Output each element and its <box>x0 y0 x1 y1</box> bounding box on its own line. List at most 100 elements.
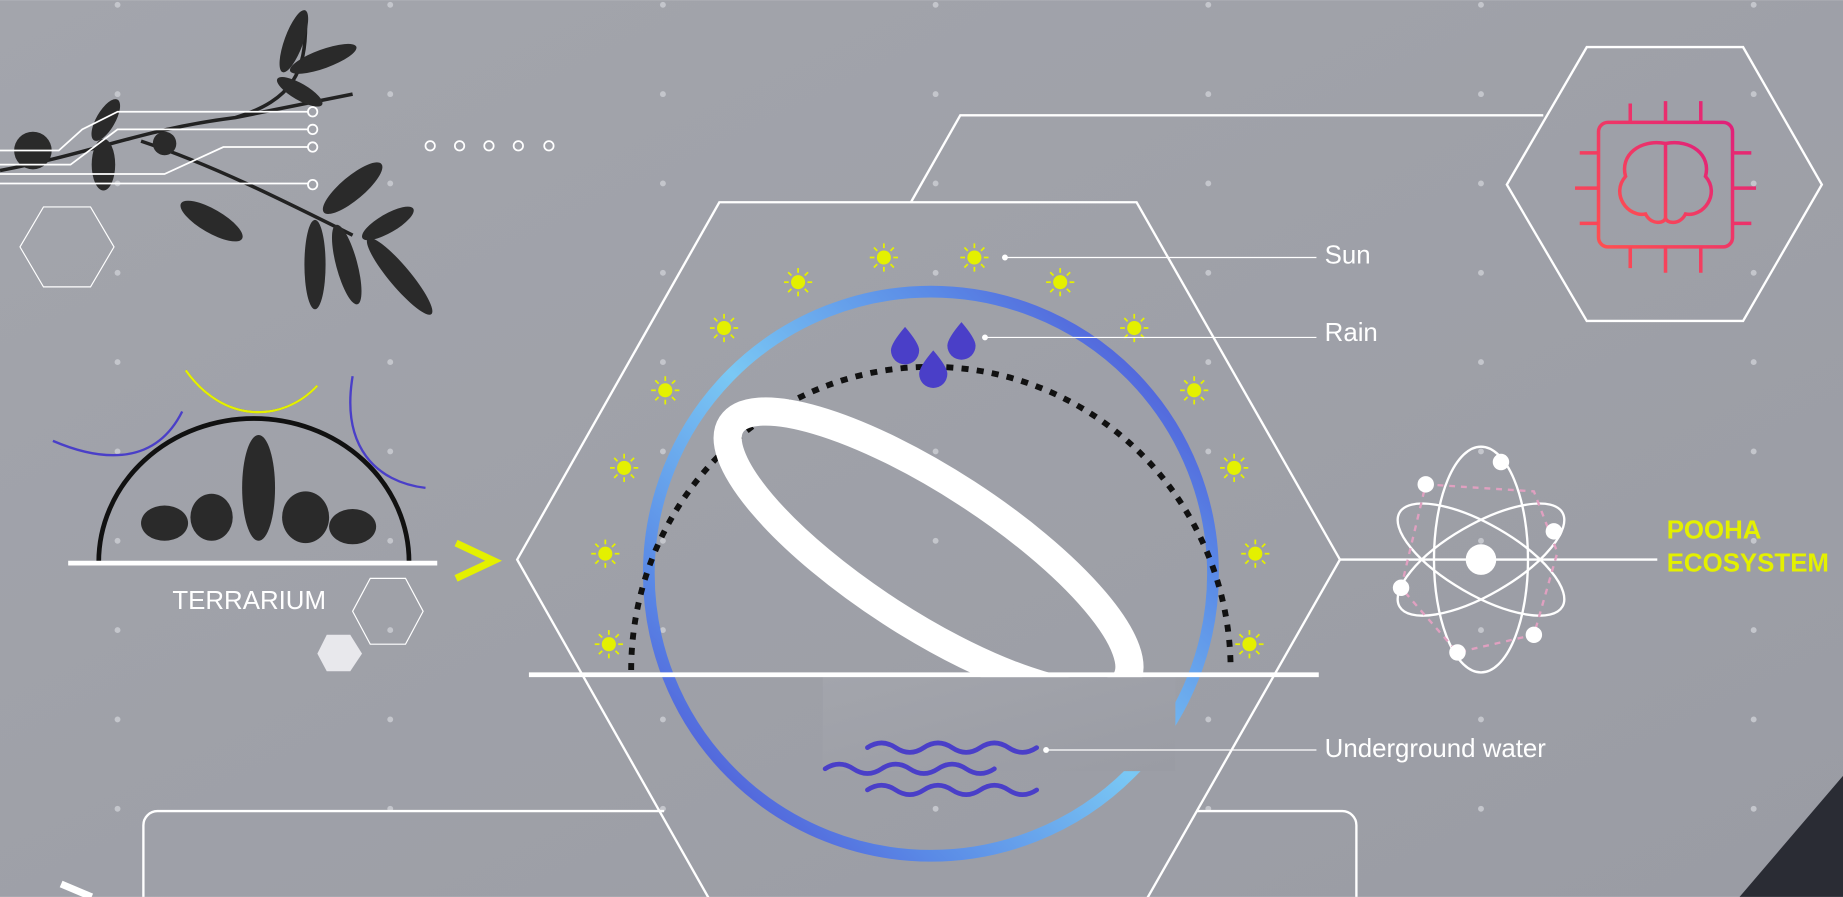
dot <box>387 716 394 723</box>
dot <box>1478 180 1484 187</box>
sun-ray <box>1255 633 1261 639</box>
sun-ray <box>873 263 878 269</box>
dot <box>114 269 121 276</box>
sun-ray <box>963 263 969 269</box>
sun-ray <box>654 379 660 385</box>
dot <box>1205 180 1212 187</box>
sun-icon <box>783 268 813 297</box>
sun-core <box>791 275 806 290</box>
sun-ray <box>1066 288 1071 293</box>
dot <box>932 537 939 544</box>
sun-ray <box>598 633 603 639</box>
sun-ray <box>1261 559 1266 565</box>
dot <box>1478 448 1484 455</box>
dot <box>1750 716 1757 723</box>
sun-ray <box>614 650 620 655</box>
dot <box>1205 716 1212 723</box>
sun-ray <box>713 317 719 322</box>
sun-ray <box>594 543 600 548</box>
dot <box>114 627 121 634</box>
dot <box>387 359 394 366</box>
sun-ray <box>1244 559 1250 565</box>
sun-icon <box>960 243 989 272</box>
sun-ray <box>654 396 660 401</box>
sun-core <box>658 383 673 398</box>
sun-icon <box>591 539 620 568</box>
sun-ray <box>630 473 635 479</box>
dot <box>932 91 939 98</box>
dot <box>1478 359 1484 366</box>
sun-core <box>617 460 632 475</box>
sun-ray <box>787 288 793 293</box>
water-label: Underground water <box>1325 735 1547 763</box>
dot <box>114 805 121 812</box>
sun-ray <box>730 317 735 322</box>
dot <box>114 716 121 723</box>
ecosystem-line2: ECOSYSTEM <box>1667 549 1829 577</box>
dot <box>1205 1 1212 8</box>
dot <box>1205 359 1212 366</box>
sun-core <box>601 637 616 652</box>
sun-ray <box>1240 473 1245 479</box>
dot <box>1750 805 1757 812</box>
dot <box>387 1 394 8</box>
sun-icon <box>1046 268 1075 297</box>
sun-ray <box>1049 288 1055 293</box>
dot <box>1750 627 1757 634</box>
dot <box>114 448 121 455</box>
dot <box>1478 805 1484 812</box>
dot <box>1205 269 1212 276</box>
terrarium-label: TERRARIUM <box>172 587 326 615</box>
sun-icon <box>869 243 898 272</box>
sun-core <box>1248 546 1263 561</box>
sun-ray <box>614 633 620 639</box>
sun-core <box>1227 460 1242 475</box>
sun-icon <box>1241 539 1270 568</box>
dot <box>1750 180 1757 187</box>
dot <box>1478 1 1484 8</box>
hex-frames <box>19 45 1824 897</box>
plant-illustration <box>0 10 555 315</box>
dot <box>1750 1 1757 8</box>
dot <box>659 1 666 8</box>
sun-ray <box>1223 473 1229 479</box>
sun-ray <box>613 473 619 479</box>
dot <box>1205 448 1212 455</box>
dot <box>387 448 394 455</box>
terrarium-illustration: TERRARIUM <box>52 369 502 615</box>
sun-ray <box>630 457 635 462</box>
dot <box>659 359 666 366</box>
sun-core <box>876 250 891 265</box>
dot <box>659 716 666 723</box>
sun-ray <box>598 650 603 655</box>
dot <box>1205 91 1212 98</box>
dot <box>114 91 121 98</box>
sun-ray <box>1255 650 1261 655</box>
dot <box>387 91 394 98</box>
dot <box>1478 716 1484 723</box>
corner-shape <box>1739 775 1843 897</box>
sun-ray <box>889 263 895 269</box>
dot <box>1478 91 1484 98</box>
sun-core <box>716 320 732 336</box>
sun-icon <box>709 313 739 343</box>
dot <box>659 537 666 544</box>
dot <box>387 627 394 634</box>
sun-ray <box>889 246 895 252</box>
sun-ray <box>1183 396 1189 401</box>
dot <box>932 805 939 812</box>
sun-ray <box>980 263 985 269</box>
dot <box>114 1 121 8</box>
sun-ray <box>594 559 600 565</box>
dot <box>659 91 666 98</box>
dot <box>932 180 939 187</box>
sun-icon <box>610 453 639 482</box>
sun-ray <box>611 543 616 548</box>
sun-core <box>1127 320 1142 336</box>
sun-ray <box>1200 396 1205 401</box>
sun-ray <box>1066 271 1071 277</box>
dot <box>1750 448 1757 455</box>
dot <box>387 537 394 544</box>
